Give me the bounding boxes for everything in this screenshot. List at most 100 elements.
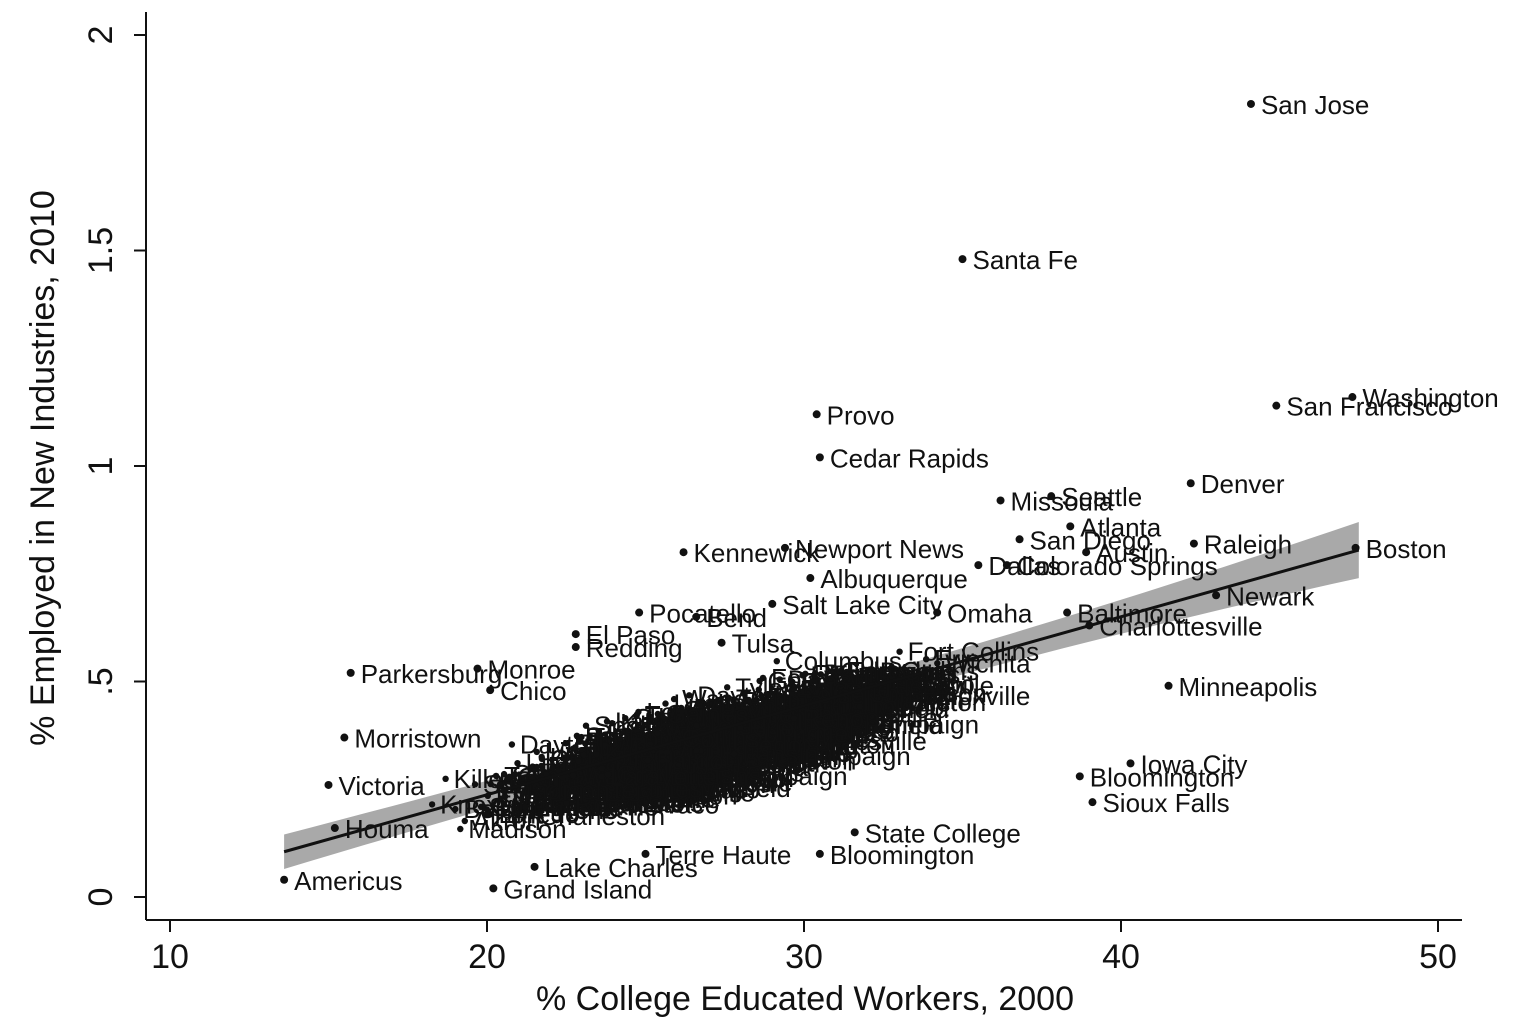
- cloud-point: [842, 673, 849, 681]
- y-axis-title: % Employed in New Industries, 2010: [24, 190, 62, 746]
- cloud-point: [578, 733, 585, 741]
- cloud-point: [657, 720, 664, 728]
- cloud-point: [724, 712, 731, 720]
- cloud-point: [581, 783, 588, 791]
- cloud-point-label: Spokane: [700, 742, 803, 772]
- data-point: [815, 453, 824, 462]
- cloud-point-label: Toledo: [761, 697, 838, 727]
- cloud-point: [868, 668, 875, 675]
- cloud-point: [608, 798, 616, 806]
- cloud-point: [724, 684, 731, 691]
- cloud-point: [789, 678, 796, 686]
- data-point: [473, 664, 482, 673]
- data-point: [330, 824, 339, 833]
- cloud-point: [678, 722, 685, 729]
- cloud-point: [675, 769, 682, 776]
- cloud-point: [586, 734, 593, 741]
- cloud-point-label: Springfield: [489, 792, 612, 822]
- cloud-point-label: Toledo: [662, 742, 739, 772]
- cloud-point-label: Fargo: [496, 781, 564, 811]
- cloud-point-label: Lexington: [782, 729, 895, 759]
- cloud-point-label: Tyler: [838, 666, 895, 696]
- cloud-point: [671, 706, 679, 713]
- data-point: [850, 828, 859, 837]
- cloud-point: [593, 751, 600, 758]
- data-point: [1075, 772, 1084, 781]
- cloud-point: [784, 697, 791, 705]
- cloud-point: [726, 736, 734, 744]
- cloud-point-label: Akron: [689, 742, 757, 772]
- cloud-point: [552, 794, 559, 801]
- data-point: [692, 612, 701, 621]
- cloud-point: [707, 760, 714, 767]
- cloud-point: [616, 735, 624, 742]
- x-tick-label: 10: [151, 938, 189, 976]
- cloud-point-label: Lansing: [742, 739, 833, 769]
- cloud-point-label: Charleston: [723, 720, 849, 750]
- cloud-point: [678, 704, 685, 712]
- cloud-point-label: Gainesville: [811, 702, 938, 732]
- cloud-point-label: Columbus: [840, 656, 957, 686]
- cloud-point: [642, 801, 649, 808]
- cloud-point-label: Rochester: [663, 764, 782, 794]
- cloud-point: [877, 689, 884, 697]
- cloud-point: [639, 785, 647, 792]
- cloud-point-label: Madison: [639, 781, 737, 811]
- cloud-point: [561, 754, 568, 761]
- cloud-point: [684, 741, 691, 748]
- data-point: [1164, 681, 1173, 690]
- cloud-point: [562, 764, 569, 771]
- data-point: [1063, 608, 1072, 617]
- cloud-point: [779, 697, 786, 704]
- cloud-point: [608, 720, 616, 727]
- cloud-point-label: Dayton: [520, 730, 602, 760]
- cloud-point-label: Columbus: [761, 723, 878, 753]
- y-tick-label: 0: [82, 888, 120, 907]
- cloud-point-label: Flint: [807, 691, 857, 721]
- data-point-label: Minneapolis: [1179, 672, 1318, 702]
- cloud-point: [730, 750, 738, 758]
- cloud-point: [625, 790, 632, 797]
- cloud-point-label: Flint: [495, 795, 545, 825]
- cloud-point: [595, 730, 602, 738]
- cloud-point: [763, 691, 770, 698]
- cloud-point: [622, 715, 629, 722]
- cloud-point-label: Rochester: [608, 755, 727, 785]
- cloud-point: [827, 688, 835, 695]
- cloud-point-label: Lafayette: [811, 660, 918, 690]
- cloud-point: [817, 671, 824, 678]
- y-tick-label: 1: [82, 457, 120, 476]
- cloud-point: [753, 739, 761, 747]
- data-point-label: San Jose: [1261, 90, 1369, 120]
- cloud-point: [543, 784, 550, 791]
- data-point-label: Tulsa: [732, 629, 795, 659]
- cloud-point-label: Champaign: [778, 741, 911, 771]
- data-point: [1085, 621, 1094, 630]
- cloud-point: [601, 795, 609, 802]
- data-point: [635, 608, 644, 617]
- x-axis-title: % College Educated Workers, 2000: [536, 980, 1074, 1018]
- cloud-point-label: Waco: [654, 790, 720, 820]
- cloud-point: [630, 781, 638, 788]
- cloud-point: [569, 745, 577, 752]
- cloud-point: [623, 743, 631, 751]
- cloud-point: [739, 711, 746, 718]
- cloud-point: [748, 733, 755, 740]
- cloud-point-label: Waco: [749, 733, 815, 763]
- cloud-point: [538, 793, 546, 801]
- data-point-label: Colorado Springs: [1017, 551, 1218, 581]
- cloud-point: [712, 702, 719, 709]
- cloud-point-label: Spokane: [652, 752, 755, 782]
- data-point-label: Newark: [1226, 581, 1315, 611]
- cloud-point: [598, 736, 605, 743]
- cloud-point: [826, 678, 833, 685]
- cloud-point-label: Lima: [545, 737, 602, 767]
- cloud-point: [835, 697, 843, 704]
- cloud-point: [606, 736, 614, 744]
- cloud-point: [666, 718, 673, 725]
- data-point-label: Americus: [294, 866, 402, 896]
- data-point: [974, 561, 983, 570]
- cloud-point: [457, 825, 464, 833]
- data-point: [996, 496, 1005, 505]
- cloud-point-label: Gainesville: [723, 737, 850, 767]
